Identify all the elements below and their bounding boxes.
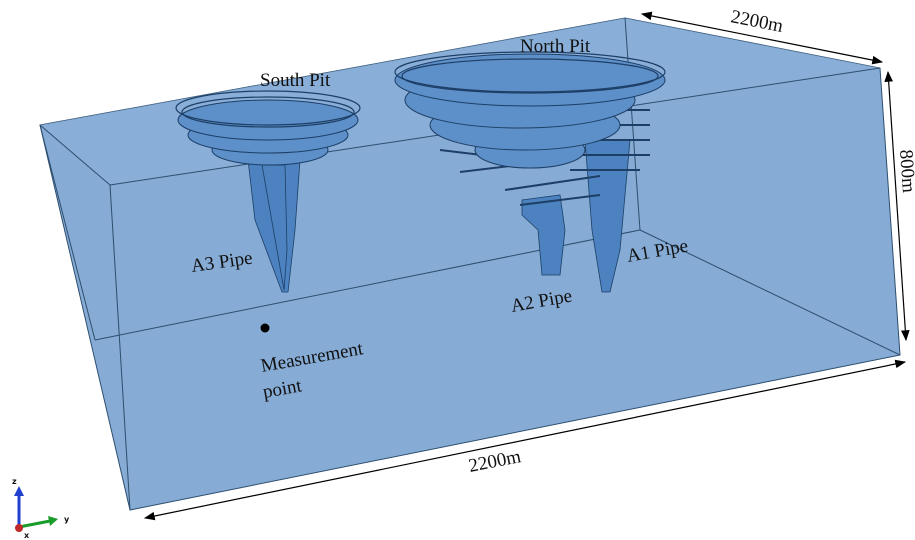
top-dimension: 2200m bbox=[729, 6, 785, 37]
right-dimension: 800m bbox=[895, 149, 915, 194]
block-model-diagram: South Pit North Pit A3 Pipe A2 Pipe A1 P… bbox=[0, 0, 915, 540]
north-pit-label: North Pit bbox=[520, 36, 591, 57]
south-pit-label: South Pit bbox=[260, 70, 331, 91]
z-axis-label: z bbox=[12, 477, 17, 486]
x-axis-label: x bbox=[24, 531, 30, 540]
y-axis-label: y bbox=[64, 515, 70, 524]
measurement-point bbox=[261, 324, 270, 333]
axis-triad: z y x bbox=[12, 477, 70, 540]
